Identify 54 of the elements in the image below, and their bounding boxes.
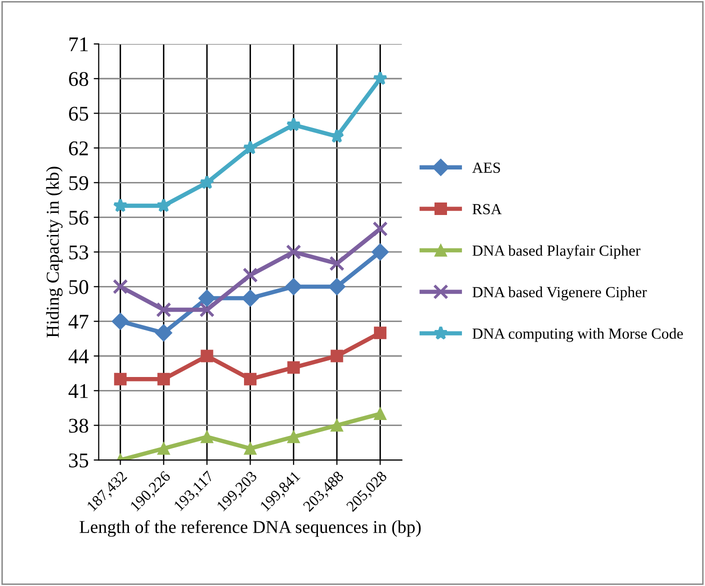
point xyxy=(155,324,172,342)
point xyxy=(372,70,388,86)
y-tick-label: 53 xyxy=(69,245,88,260)
y-tick-label: 68 xyxy=(69,72,88,86)
point xyxy=(329,256,345,272)
legend-label: AES xyxy=(472,162,500,173)
point xyxy=(112,279,128,294)
x-axis-title: Length of the reference DNA sequences in (bp) xyxy=(80,520,421,537)
y-tick-label: 50 xyxy=(69,280,88,294)
point xyxy=(286,244,302,260)
point xyxy=(330,350,344,362)
point xyxy=(244,442,257,455)
point xyxy=(286,117,301,132)
legend-label: DNA based Vigenere Cipher xyxy=(472,286,647,300)
point xyxy=(156,302,172,318)
point xyxy=(199,302,215,318)
point xyxy=(200,174,214,190)
point xyxy=(287,430,300,444)
point xyxy=(374,408,386,420)
point xyxy=(242,140,258,154)
point xyxy=(374,326,386,340)
point xyxy=(157,442,170,455)
point xyxy=(112,312,129,330)
point xyxy=(157,372,170,386)
legend-label: DNA computing with Morse Code xyxy=(472,328,683,342)
point xyxy=(372,243,389,261)
point xyxy=(244,372,257,386)
point xyxy=(198,290,216,307)
y-tick-label: 38 xyxy=(69,418,88,433)
legend-label: DNA based Playfair Cipher xyxy=(472,244,640,259)
point xyxy=(372,221,388,237)
point xyxy=(285,278,302,296)
point xyxy=(114,372,127,386)
y-tick-label: 47 xyxy=(68,314,88,329)
y-tick-label: 44 xyxy=(68,350,89,364)
point xyxy=(330,128,344,143)
y-tick-label: 65 xyxy=(69,106,88,121)
y-axis-title: Hiding Capacity in (kb) xyxy=(46,166,63,338)
y-tick-label: 71 xyxy=(70,37,88,52)
point xyxy=(328,278,346,296)
y-tick-label: 56 xyxy=(69,210,88,225)
point xyxy=(156,198,171,212)
point xyxy=(242,290,259,307)
point xyxy=(330,419,344,432)
point xyxy=(242,267,258,283)
point xyxy=(287,361,300,374)
y-tick-label: 59 xyxy=(69,176,88,190)
point xyxy=(200,350,214,362)
y-tick-label: 35 xyxy=(69,453,88,468)
point xyxy=(200,430,214,444)
y-tick-label: 41 xyxy=(68,384,88,398)
point xyxy=(113,198,128,212)
legend-label: RSA xyxy=(472,204,502,214)
y-tick-label: 62 xyxy=(69,141,88,156)
